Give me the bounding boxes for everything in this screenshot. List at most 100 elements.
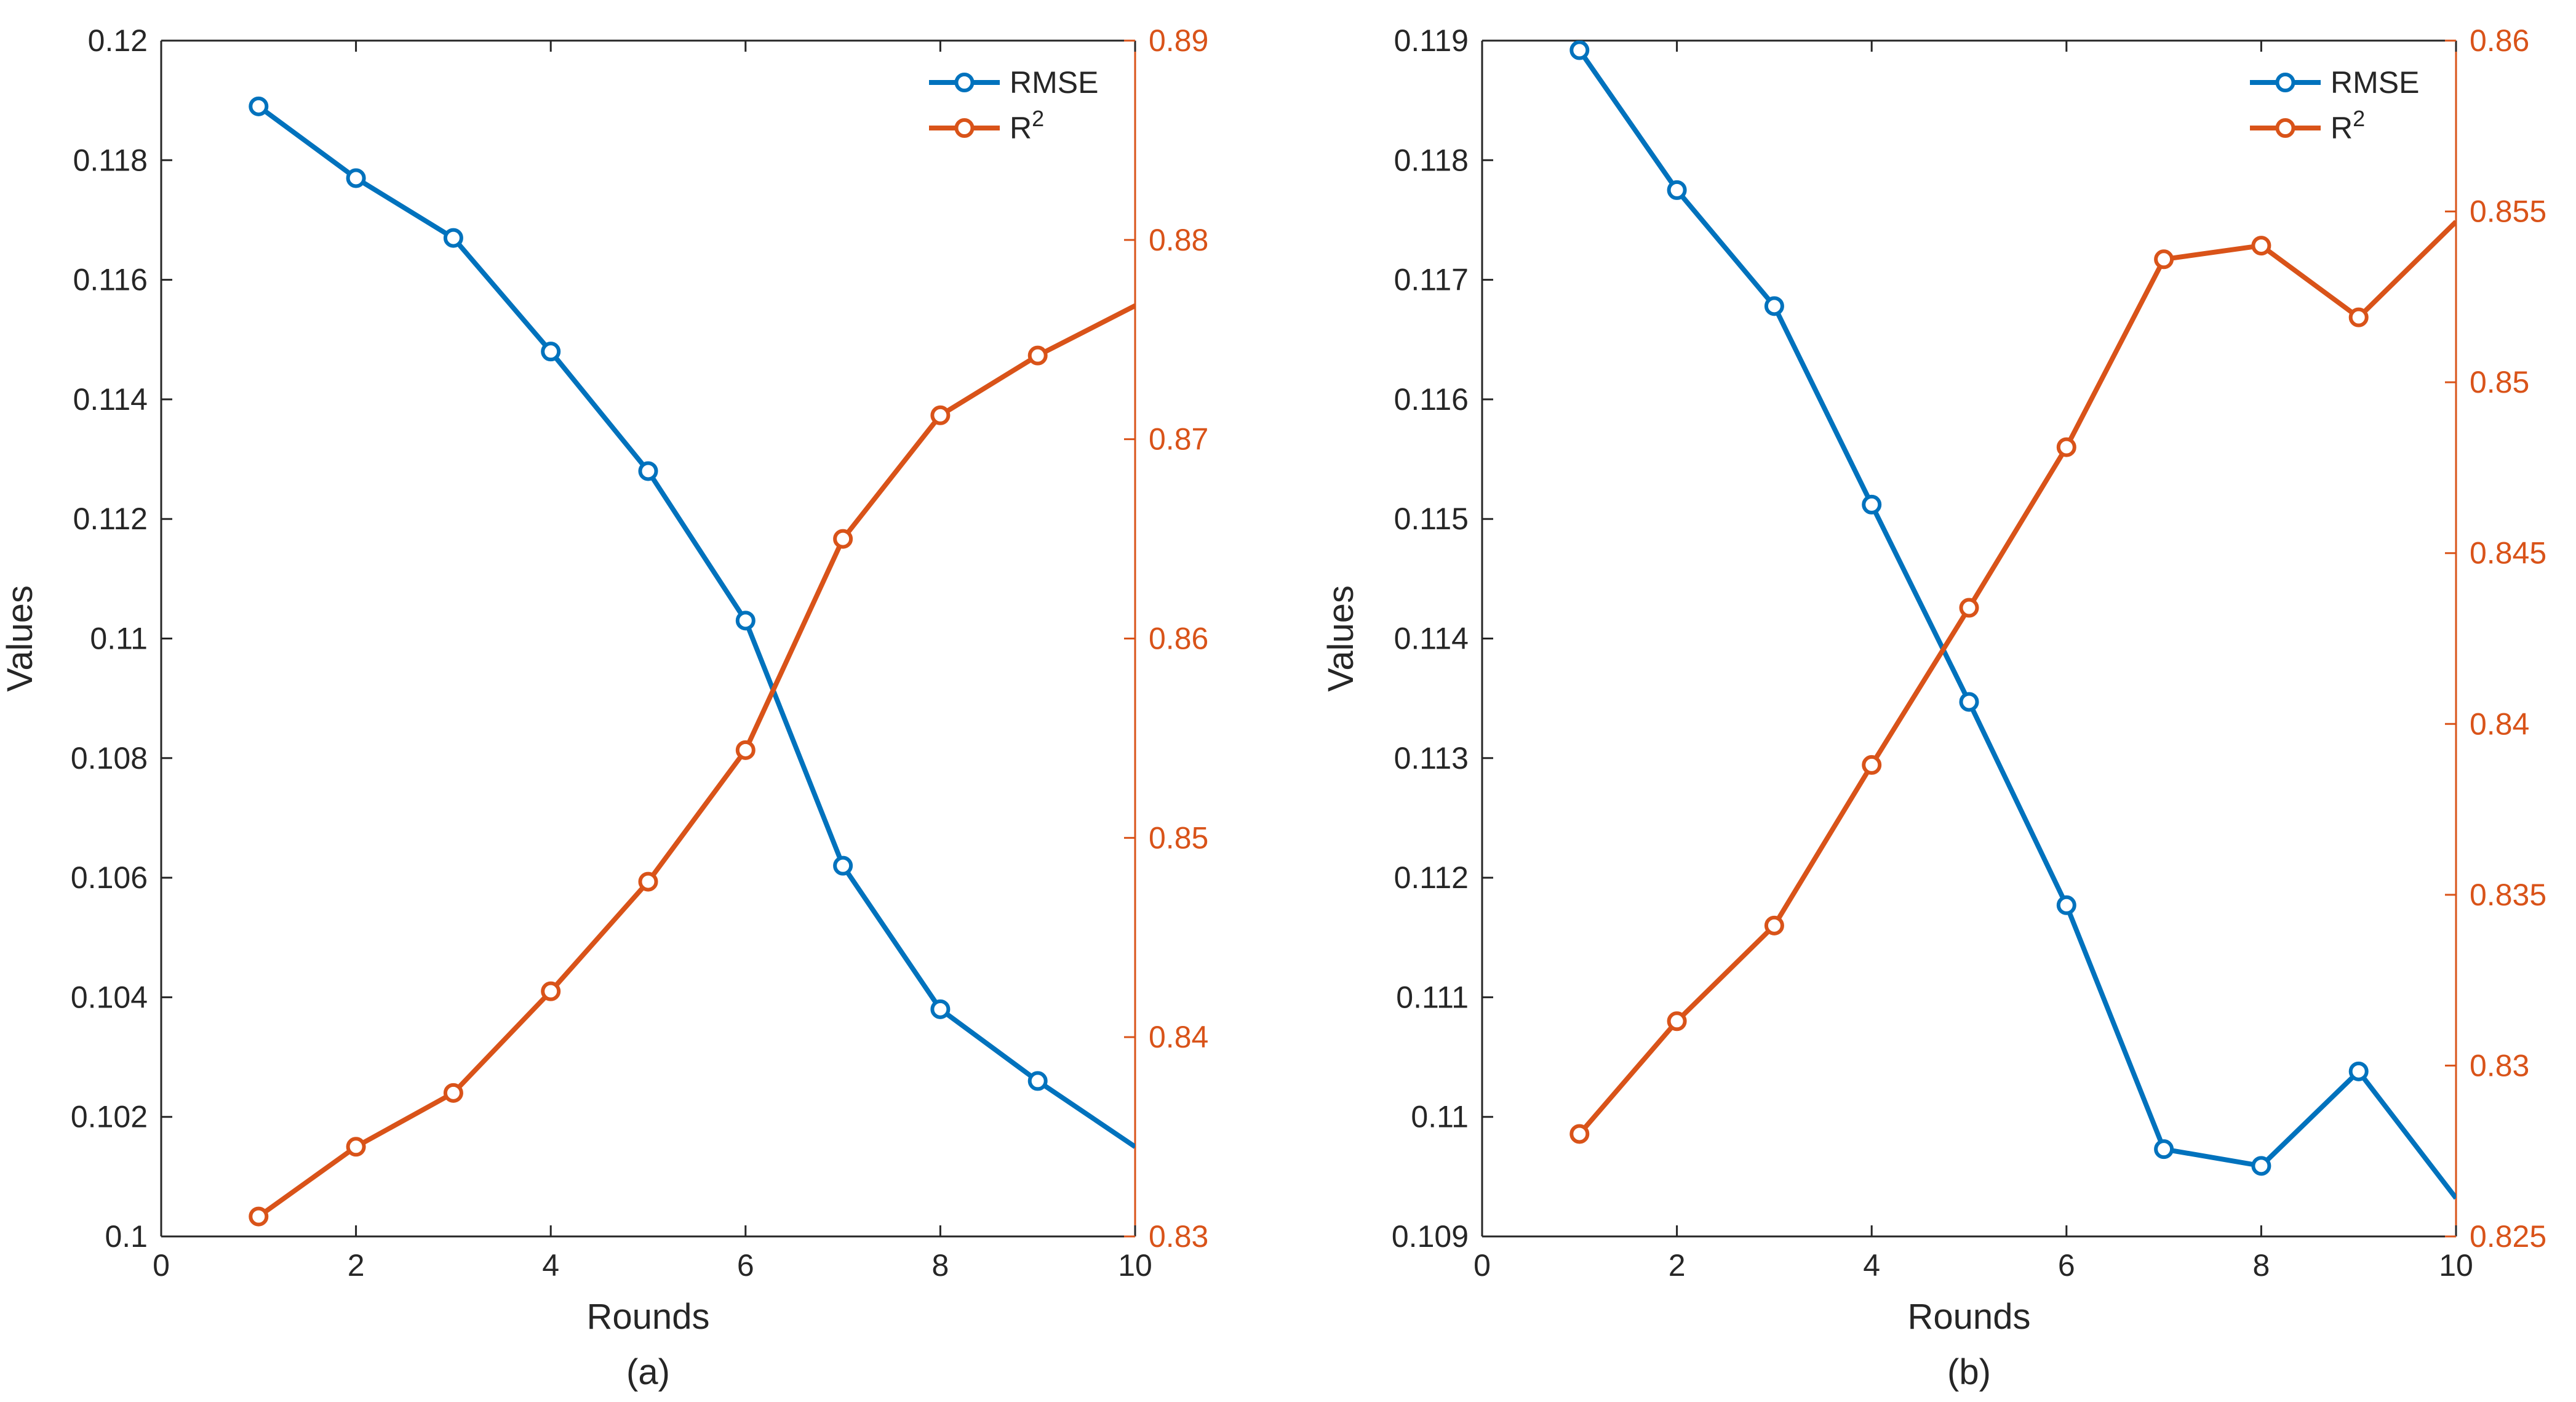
- right-y-tick-label: 0.84: [2470, 707, 2529, 741]
- r2-line: [257, 303, 1135, 1219]
- legend: RMSE R2: [2250, 65, 2419, 145]
- rmse-point: [2154, 1139, 2174, 1160]
- legend-r2-superscript: 2: [1032, 106, 1044, 131]
- rmse-point: [249, 96, 269, 116]
- left-y-tick-label: 0.116: [1394, 382, 1469, 417]
- right-y-tick-label: 0.88: [1149, 223, 1208, 257]
- left-y-tick-label: 0.114: [73, 382, 148, 417]
- r2-point: [2056, 437, 2076, 457]
- rmse-point: [833, 855, 853, 876]
- rmse-point: [735, 611, 756, 631]
- r2-point: [249, 1206, 269, 1227]
- right-y-tick-label: 0.845: [2470, 536, 2546, 571]
- left-y-tick-label: 0.11: [1411, 1100, 1469, 1134]
- r2-point: [1667, 1011, 1687, 1031]
- rmse-point: [2348, 1061, 2369, 1081]
- rmse-point: [638, 461, 658, 481]
- left-y-tick-label: 0.118: [1394, 143, 1469, 177]
- rmse-point: [1764, 296, 1784, 316]
- rmse-point: [1959, 692, 1979, 712]
- chart-panel-2: 0 2 4 6 8 10 0.109 0.11 0.111 0.112 0.113 0.114 0.11…: [1321, 23, 2546, 1392]
- right-y-tick-label: 0.86: [2470, 23, 2529, 58]
- left-y-tick-label: 0.106: [71, 860, 148, 895]
- right-y-tick-label: 0.85: [2470, 365, 2529, 399]
- rmse-line: [1577, 49, 2456, 1200]
- series-rmse: [1569, 41, 2456, 1200]
- series-r2: [249, 303, 1135, 1227]
- rmse-point: [346, 168, 366, 188]
- left-y-tick-label: 0.116: [73, 263, 148, 297]
- right-y-tick-label: 0.83: [1149, 1219, 1208, 1254]
- r2-point: [930, 405, 951, 425]
- right-y-tick-label: 0.83: [2470, 1048, 2529, 1083]
- r2-point: [1027, 345, 1048, 366]
- x-tick-label: 6: [2058, 1248, 2075, 1283]
- r2-point: [2348, 307, 2369, 327]
- rmse-point: [2251, 1156, 2271, 1176]
- x-tick-label: 10: [2439, 1248, 2473, 1283]
- x-tick-label: 0: [153, 1248, 170, 1283]
- r2-point: [346, 1137, 366, 1157]
- x-tick-label: 2: [1669, 1248, 1686, 1283]
- legend-rmse-marker: [2275, 73, 2295, 92]
- right-y-tick-label: 0.84: [1149, 1020, 1208, 1054]
- r2-point: [2154, 249, 2174, 270]
- r2-line: [1577, 220, 2456, 1136]
- x-tick-label: 4: [1863, 1248, 1880, 1283]
- r2-point: [1764, 915, 1784, 935]
- left-y-tick-label: 0.114: [1394, 622, 1469, 656]
- right-y-tick-label: 0.86: [1149, 622, 1208, 656]
- rmse-point: [1569, 41, 1590, 60]
- x-tick-label: 10: [1118, 1248, 1152, 1283]
- rmse-point: [930, 999, 951, 1019]
- r2-point: [1959, 598, 1979, 618]
- left-y-tick-label: 0.102: [71, 1100, 148, 1134]
- r2-point: [443, 1083, 463, 1103]
- right-y-tick-label: 0.89: [1149, 23, 1208, 58]
- legend-rmse-label: RMSE: [2331, 65, 2419, 100]
- right-y-tick-label: 0.855: [2470, 194, 2546, 229]
- x-tick-label: 8: [931, 1248, 949, 1283]
- x-tick-label: 8: [2252, 1248, 2270, 1283]
- x-tick-label: 2: [348, 1248, 365, 1283]
- y-axis-label: Values: [0, 585, 40, 692]
- right-y-tick-label: 0.85: [1149, 820, 1208, 855]
- left-y-tick-label: 0.111: [1396, 980, 1469, 1014]
- left-y-tick-label: 0.109: [1392, 1219, 1469, 1254]
- legend-r2-marker: [2275, 118, 2295, 138]
- left-y-tick-label: 0.104: [71, 980, 148, 1014]
- rmse-point: [1667, 180, 1687, 200]
- r2-point: [833, 529, 853, 549]
- left-y-tick-label: 0.12: [88, 23, 148, 58]
- x-axis-label: Rounds: [1908, 1297, 2031, 1337]
- left-y-tick-label: 0.119: [1394, 23, 1469, 58]
- panel-label: (b): [1947, 1352, 1991, 1392]
- legend-r2-base: R: [1010, 111, 1032, 145]
- legend-r2-base: R: [2331, 111, 2353, 145]
- legend: RMSE R2: [929, 65, 1098, 145]
- r2-point: [1862, 755, 1882, 775]
- left-y-tick-label: 0.11: [90, 622, 148, 656]
- panel-label: (a): [626, 1352, 670, 1392]
- rmse-line: [257, 104, 1135, 1149]
- left-y-tick-label: 0.118: [73, 143, 148, 177]
- r2-point: [638, 871, 658, 892]
- left-y-tick-label: 0.113: [1394, 741, 1469, 775]
- legend-r2-superscript: 2: [2353, 106, 2365, 131]
- rmse-point: [443, 228, 463, 248]
- left-y-tick-label: 0.112: [1394, 860, 1469, 895]
- rmse-point: [1027, 1071, 1048, 1091]
- series-r2: [1569, 220, 2456, 1144]
- legend-rmse-label: RMSE: [1010, 65, 1098, 100]
- legend-rmse-marker: [954, 73, 975, 92]
- series-rmse: [249, 96, 1135, 1149]
- r2-point: [541, 981, 561, 1001]
- rmse-point: [2056, 895, 2076, 915]
- rmse-point: [541, 342, 561, 362]
- left-y-tick-label: 0.117: [1394, 263, 1469, 297]
- x-tick-label: 6: [737, 1248, 754, 1283]
- r2-point: [1569, 1124, 1590, 1144]
- legend-r2-label: R2: [2331, 106, 2365, 145]
- x-tick-label: 0: [1473, 1248, 1491, 1283]
